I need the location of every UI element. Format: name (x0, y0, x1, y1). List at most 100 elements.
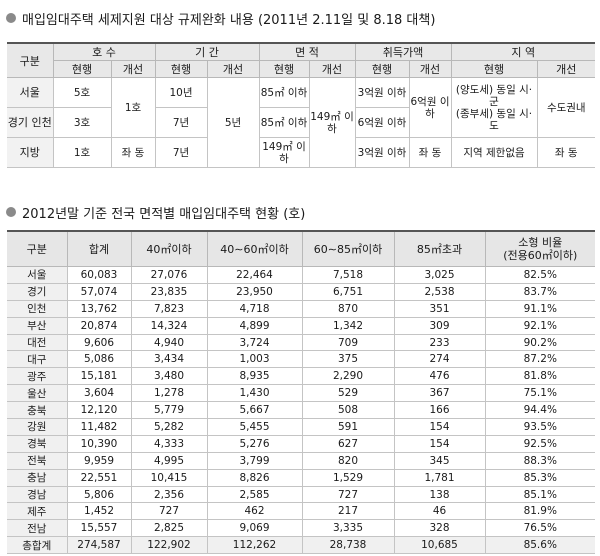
cell-under40: 2,825 (130, 519, 208, 538)
cell-price-current: 3억원 이하 (354, 77, 410, 108)
cell-small-ratio: 94.4% (484, 401, 595, 420)
cell-40-60: 22,464 (206, 266, 303, 284)
cell-under40: 23,835 (130, 282, 208, 301)
cell-40-60: 1,430 (206, 384, 303, 403)
cell-total: 22,551 (66, 468, 132, 487)
bullet-icon (6, 207, 16, 217)
table-row: 전남 15,557 2,825 9,069 3,335 328 76.5% (7, 519, 595, 538)
header-improved: 개선 (308, 60, 356, 78)
table-row: 경남 5,806 2,356 2,585 727 138 85.1% (7, 485, 595, 504)
cell-under40: 5,779 (130, 401, 208, 420)
row-label: 부산 (7, 316, 68, 335)
cell-40-60: 5,455 (206, 418, 303, 436)
row-label: 경북 (7, 434, 68, 453)
row-label: 경기 (7, 282, 68, 301)
header-col-small-ratio: 소형 비율 (전용60㎡이하) (484, 230, 595, 267)
regulation-table: 구분 호 수 기 간 면 적 취득가액 지 역 현행 개선 현행 개선 현행 개… (7, 42, 596, 168)
cell-small-ratio: 87.2% (484, 350, 595, 369)
cell-40-60: 8,935 (206, 367, 303, 386)
cell-small-ratio: 81.9% (484, 502, 595, 521)
header-current: 현행 (354, 60, 410, 78)
table-row: 광주 15,181 3,480 8,935 2,290 476 81.8% (7, 367, 595, 386)
row-label-seoul: 서울 (7, 77, 54, 108)
cell-60-85: 3,335 (301, 519, 395, 538)
cell-60-85: 727 (301, 485, 395, 504)
header-col-region: 구분 (7, 230, 68, 267)
table-row: 충남 22,551 10,415 8,826 1,529 1,781 85.3% (7, 468, 595, 487)
total-under40: 122,902 (130, 536, 208, 555)
cell-units-improved: 좌 동 (110, 137, 156, 168)
table-row: 대전 9,606 4,940 3,724 709 233 90.2% (7, 333, 595, 352)
cell-over85: 345 (393, 451, 486, 470)
table-row: 울산 3,604 1,278 1,430 529 367 75.1% (7, 384, 595, 403)
cell-total: 5,086 (66, 350, 132, 369)
cell-over85: 166 (393, 401, 486, 420)
cell-under40: 14,324 (130, 316, 208, 335)
cell-60-85: 508 (301, 401, 395, 420)
header-improved: 개선 (110, 60, 156, 78)
cell-under40: 4,333 (130, 434, 208, 453)
cell-over85: 154 (393, 434, 486, 453)
row-label-local: 지방 (7, 137, 54, 168)
header-period: 기 간 (154, 42, 260, 61)
header-col-60-85: 60∼85㎡이하 (301, 230, 395, 267)
header-current: 현행 (450, 60, 538, 78)
header-units: 호 수 (52, 42, 156, 61)
cell-40-60: 5,667 (206, 401, 303, 420)
cell-40-60: 2,585 (206, 485, 303, 504)
cell-total: 10,390 (66, 434, 132, 453)
header-zone: 지 역 (450, 42, 596, 61)
cell-over85: 3,025 (393, 266, 486, 284)
section1-title-text: 매입임대주택 세제지원 대상 규제완화 내용 (2011년 2.11일 및 8.… (22, 12, 436, 28)
cell-60-85: 1,529 (301, 468, 395, 487)
cell-40-60: 9,069 (206, 519, 303, 538)
zone-gyeonggi: (종부세) 동일 시·도 (455, 107, 533, 132)
row-label: 전북 (7, 451, 68, 470)
cell-period-improved: 5년 (206, 77, 260, 168)
cell-over85: 351 (393, 299, 486, 318)
cell-60-85: 529 (301, 384, 395, 403)
total-label: 총합계 (7, 536, 68, 555)
cell-60-85: 7,518 (301, 266, 395, 284)
housing-stats-table: 구분 합계 40㎡이하 40∼60㎡이하 60∼85㎡이하 85㎡초과 소형 비율 (전용6… (7, 230, 595, 555)
header-col-total: 합계 (66, 230, 132, 267)
cell-small-ratio: 85.1% (484, 485, 595, 504)
cell-under40: 4,995 (130, 451, 208, 470)
cell-40-60: 3,799 (206, 451, 303, 470)
row-label: 제주 (7, 502, 68, 521)
header-col-40-60: 40∼60㎡이하 (206, 230, 303, 267)
cell-under40: 3,480 (130, 367, 208, 386)
row-label: 경남 (7, 485, 68, 504)
cell-total: 12,120 (66, 401, 132, 420)
cell-over85: 274 (393, 350, 486, 369)
cell-total: 5,806 (66, 485, 132, 504)
cell-over85: 138 (393, 485, 486, 504)
cell-40-60: 23,950 (206, 282, 303, 301)
cell-60-85: 375 (301, 350, 395, 369)
cell-60-85: 870 (301, 299, 395, 318)
header-improved: 개선 (206, 60, 260, 78)
cell-area-current: 85㎡ 이하 (258, 77, 310, 108)
cell-under40: 4,940 (130, 333, 208, 352)
cell-under40: 10,415 (130, 468, 208, 487)
total-40-60: 112,262 (206, 536, 303, 555)
header-col-under40: 40㎡이하 (130, 230, 208, 267)
section2-title-text: 2012년말 기준 전국 면적별 매입임대주택 현황 (호) (22, 206, 306, 222)
cell-units-current: 5호 (52, 77, 112, 108)
cell-zone-improved: 수도권내 (536, 77, 596, 138)
cell-over85: 2,538 (393, 282, 486, 301)
header-current: 현행 (154, 60, 208, 78)
cell-40-60: 1,003 (206, 350, 303, 369)
table-row: 경기 57,074 23,835 23,950 6,751 2,538 83.7% (7, 282, 595, 301)
cell-under40: 5,282 (130, 418, 208, 436)
cell-price-current: 3억원 이하 (354, 137, 410, 168)
cell-small-ratio: 93.5% (484, 418, 595, 436)
section1-title: 매입임대주택 세제지원 대상 규제완화 내용 (2011년 2.11일 및 8.… (6, 8, 435, 28)
section2-title: 2012년말 기준 전국 면적별 매입임대주택 현황 (호) (6, 202, 305, 222)
header-improved: 개선 (536, 60, 596, 78)
cell-total: 20,874 (66, 316, 132, 335)
total-60-85: 28,738 (301, 536, 395, 555)
cell-under40: 27,076 (130, 266, 208, 284)
row-label: 서울 (7, 266, 68, 284)
table-row: 강원 11,482 5,282 5,455 591 154 93.5% (7, 418, 595, 436)
